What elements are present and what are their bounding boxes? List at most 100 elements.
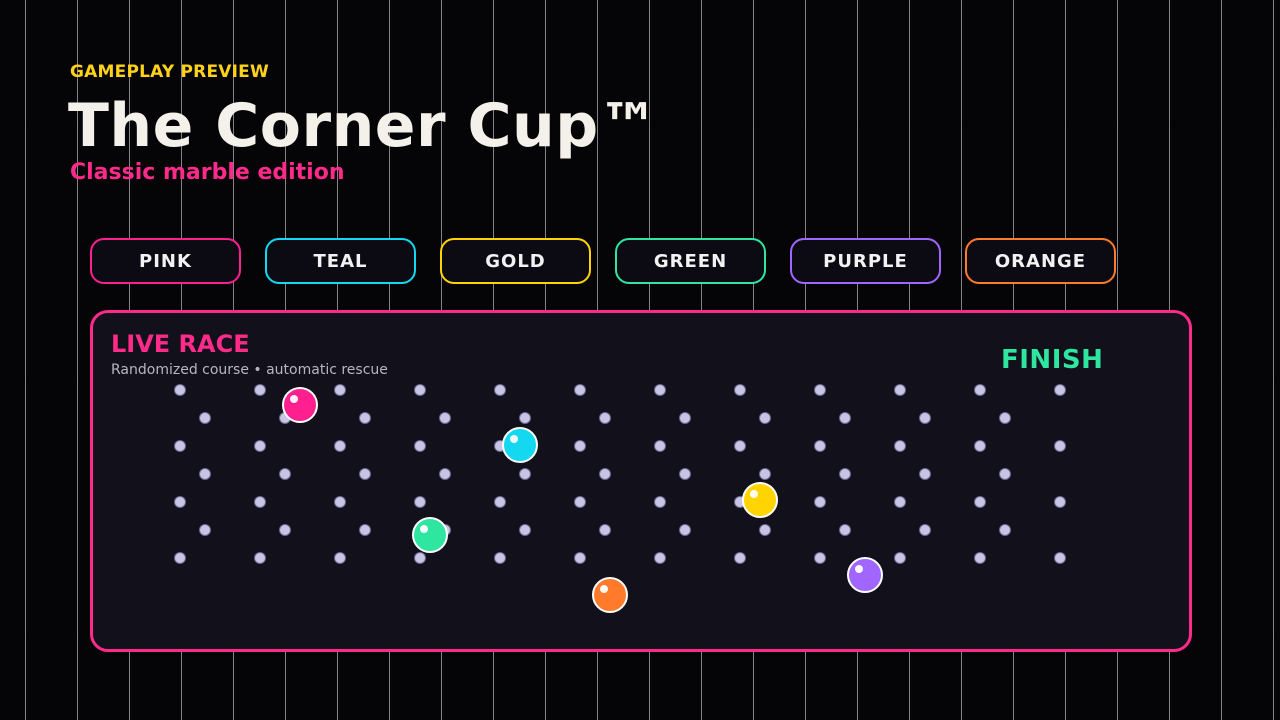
peg <box>599 468 611 480</box>
peg <box>574 440 586 452</box>
peg <box>334 496 346 508</box>
live-race-heading: LIVE RACE <box>111 330 250 358</box>
peg <box>359 468 371 480</box>
peg <box>759 412 771 424</box>
peg <box>574 496 586 508</box>
marble-chip-label: ORANGE <box>994 250 1087 272</box>
marble-teal <box>502 427 538 463</box>
marble-layer <box>282 387 883 613</box>
peg <box>999 412 1011 424</box>
peg <box>1054 496 1066 508</box>
peg <box>894 496 906 508</box>
peg <box>599 412 611 424</box>
peg <box>414 552 426 564</box>
peg <box>679 412 691 424</box>
peg <box>494 384 506 396</box>
peg <box>359 412 371 424</box>
marble-chip-pink[interactable]: PINK <box>90 238 241 284</box>
peg <box>439 412 451 424</box>
peg <box>334 384 346 396</box>
peg <box>334 440 346 452</box>
peg <box>974 552 986 564</box>
peg <box>814 384 826 396</box>
peg <box>839 524 851 536</box>
peg <box>254 496 266 508</box>
peg <box>494 552 506 564</box>
marble-purple <box>847 557 883 593</box>
marble-chip-gold[interactable]: GOLD <box>440 238 591 284</box>
peg <box>814 440 826 452</box>
peg <box>174 440 186 452</box>
peg <box>519 412 531 424</box>
peg <box>974 496 986 508</box>
peg <box>919 412 931 424</box>
peg <box>814 552 826 564</box>
peg <box>999 468 1011 480</box>
peg <box>519 524 531 536</box>
peg <box>839 412 851 424</box>
race-panel: LIVE RACE Randomized course • automatic … <box>90 310 1192 652</box>
finish-label: FINISH <box>1001 345 1104 375</box>
peg <box>199 468 211 480</box>
peg <box>654 496 666 508</box>
peg <box>734 384 746 396</box>
peg-field <box>174 384 1066 564</box>
game-title: The Corner Cup™ <box>68 91 660 161</box>
peg <box>1054 384 1066 396</box>
peg <box>414 496 426 508</box>
peg <box>654 440 666 452</box>
peg <box>414 440 426 452</box>
marble-chip-teal[interactable]: TEAL <box>265 238 416 284</box>
marble-chip-purple[interactable]: PURPLE <box>790 238 941 284</box>
peg <box>814 496 826 508</box>
peg <box>174 384 186 396</box>
marble-chip-label: PURPLE <box>823 250 908 272</box>
peg <box>974 384 986 396</box>
peg <box>414 384 426 396</box>
peg <box>919 468 931 480</box>
peg <box>839 468 851 480</box>
peg <box>974 440 986 452</box>
peg <box>734 440 746 452</box>
peg <box>174 552 186 564</box>
peg <box>734 552 746 564</box>
marble-chip-green[interactable]: GREEN <box>615 238 766 284</box>
peg <box>254 440 266 452</box>
marble-gold <box>742 482 778 518</box>
marble-chip-label: GOLD <box>485 250 546 272</box>
peg <box>679 468 691 480</box>
peg <box>279 524 291 536</box>
peg <box>439 468 451 480</box>
peg <box>894 552 906 564</box>
marble-chip-label: TEAL <box>313 250 368 272</box>
course-description: Randomized course • automatic rescue <box>111 362 388 378</box>
peg <box>574 552 586 564</box>
marble-selector: PINK TEAL GOLD GREEN PURPLE ORANGE <box>90 238 1120 284</box>
marble-chip-label: GREEN <box>653 250 728 272</box>
peg <box>359 524 371 536</box>
peg <box>174 496 186 508</box>
peg <box>574 384 586 396</box>
marble-orange <box>592 577 628 613</box>
peg <box>894 440 906 452</box>
peg <box>599 524 611 536</box>
peg <box>894 384 906 396</box>
peg <box>519 468 531 480</box>
peg <box>334 552 346 564</box>
peg <box>254 552 266 564</box>
marble-chip-orange[interactable]: ORANGE <box>965 238 1116 284</box>
marble-pink <box>282 387 318 423</box>
peg <box>679 524 691 536</box>
peg <box>919 524 931 536</box>
peg <box>494 496 506 508</box>
peg <box>654 552 666 564</box>
peg <box>1054 440 1066 452</box>
peg <box>254 384 266 396</box>
peg <box>1054 552 1066 564</box>
peg <box>759 468 771 480</box>
marble-green <box>412 517 448 553</box>
peg <box>199 524 211 536</box>
race-board <box>174 384 1066 613</box>
marble-chip-label: PINK <box>139 250 192 272</box>
